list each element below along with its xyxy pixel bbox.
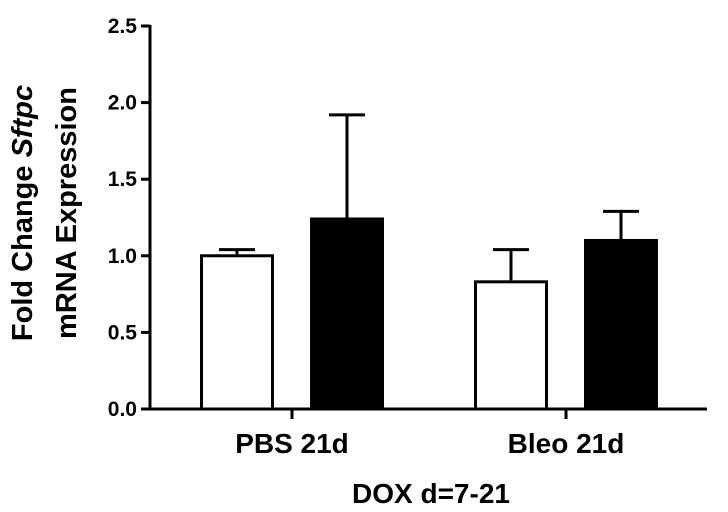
error-bars — [219, 113, 639, 281]
y-tick-label-2: 1.0 — [108, 245, 137, 268]
bar-s1-c1 — [584, 238, 658, 411]
y-tick-label-1: 0.5 — [108, 321, 138, 344]
bar-s0-c1 — [474, 280, 548, 411]
y-tick-label-5: 2.5 — [108, 15, 138, 38]
x-tick-label-0: PBS 21d — [235, 428, 349, 459]
y-tick-label-4: 2.0 — [108, 92, 137, 115]
x-axis: PBS 21d Bleo 21d — [148, 407, 707, 459]
y-axis: 0.0 0.5 1.0 1.5 2.0 2.5 — [108, 15, 152, 421]
y-axis-title: Fold Change Sftpc mRNA Expression — [7, 85, 83, 341]
bar-s0-c0 — [200, 254, 274, 411]
y-tick-label-0: 0.0 — [108, 398, 137, 421]
y-axis-title-line2: mRNA Expression — [51, 87, 83, 339]
y-axis-title-gene: Sftpc — [7, 85, 39, 158]
y-axis-title-line1: Fold Change Sftpc — [7, 85, 39, 341]
y-axis-title-prefix: Fold Change — [7, 157, 39, 341]
bar-s1-c0 — [310, 217, 384, 411]
x-axis-title: DOX d=7-21 — [352, 478, 510, 509]
y-tick-label-3: 1.5 — [108, 168, 138, 191]
bars — [200, 217, 658, 411]
x-tick-label-1: Bleo 21d — [508, 428, 625, 459]
